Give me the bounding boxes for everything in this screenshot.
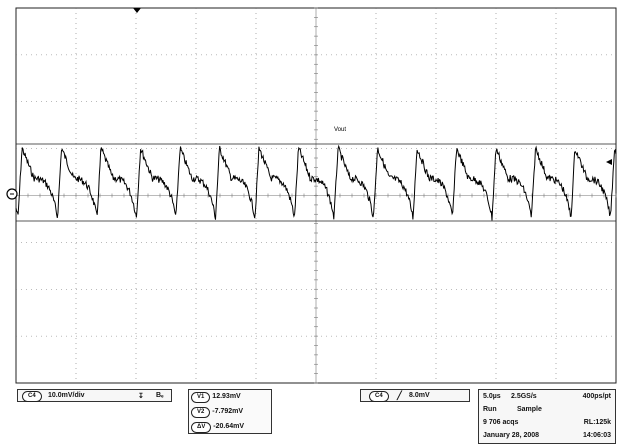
run-state: Run xyxy=(483,406,497,413)
cursor-label: V2 xyxy=(191,407,211,418)
trigger-channel-badge: C4 xyxy=(369,391,389,402)
cursor-value: -20.64mV xyxy=(213,423,245,430)
cursor-readout-row: ΔV -20.64mV xyxy=(191,422,244,433)
graticule-grid xyxy=(15,7,617,384)
timebase-value: 5.0µs xyxy=(483,393,501,400)
acquisition-count: 9 706 acqs xyxy=(483,419,519,426)
cursor-readout-box[interactable]: V1 12.93mV V2 -7.792mV ΔV -20.64mV xyxy=(188,389,272,434)
status-bar: C4 10.0mV/div ↧ Bₑ V1 12.93mV V2 -7.792m… xyxy=(0,384,620,444)
ground-reference-circle-icon[interactable] xyxy=(6,188,18,200)
sample-rate-value: 2.5GS/s xyxy=(511,393,537,400)
capture-time: 14:06:03 xyxy=(582,432,611,439)
trigger-box[interactable]: C4 ╱ 8.0mV xyxy=(360,389,470,402)
acquisition-mode: Sample xyxy=(517,406,542,413)
record-length: RL:125k xyxy=(583,419,611,426)
trigger-position-triangle-icon[interactable] xyxy=(133,8,141,13)
acquisition-box[interactable]: 5.0µs 2.5GS/s 400ps/pt Run Sample 9 706 … xyxy=(478,389,616,444)
channel-scale-value: 10.0mV/div xyxy=(48,392,85,399)
trace-label: Vout xyxy=(334,127,346,133)
cursor-readout-row: V2 -7.792mV xyxy=(191,407,243,418)
resolution-value: 400ps/pt xyxy=(582,393,611,400)
channel-scale-box[interactable]: C4 10.0mV/div ↧ Bₑ xyxy=(17,389,172,402)
trigger-level-value: 8.0mV xyxy=(409,392,430,399)
cursor-readout-row: V1 12.93mV xyxy=(191,392,241,403)
cursor-label: ΔV xyxy=(191,422,212,433)
bandwidth-limit-icon: ↧ xyxy=(138,393,144,400)
trigger-level-arrow-icon[interactable] xyxy=(606,159,612,165)
cursor-label: V1 xyxy=(191,392,211,403)
cursor-value: -7.792mV xyxy=(212,408,244,415)
rising-edge-icon: ╱ xyxy=(397,391,402,400)
channel-badge: C4 xyxy=(22,391,42,402)
waveform-trace xyxy=(15,144,617,221)
cursor-value: 12.93mV xyxy=(212,393,241,400)
capture-date: January 28, 2008 xyxy=(483,432,540,439)
bw-label: Bₑ xyxy=(156,392,164,399)
